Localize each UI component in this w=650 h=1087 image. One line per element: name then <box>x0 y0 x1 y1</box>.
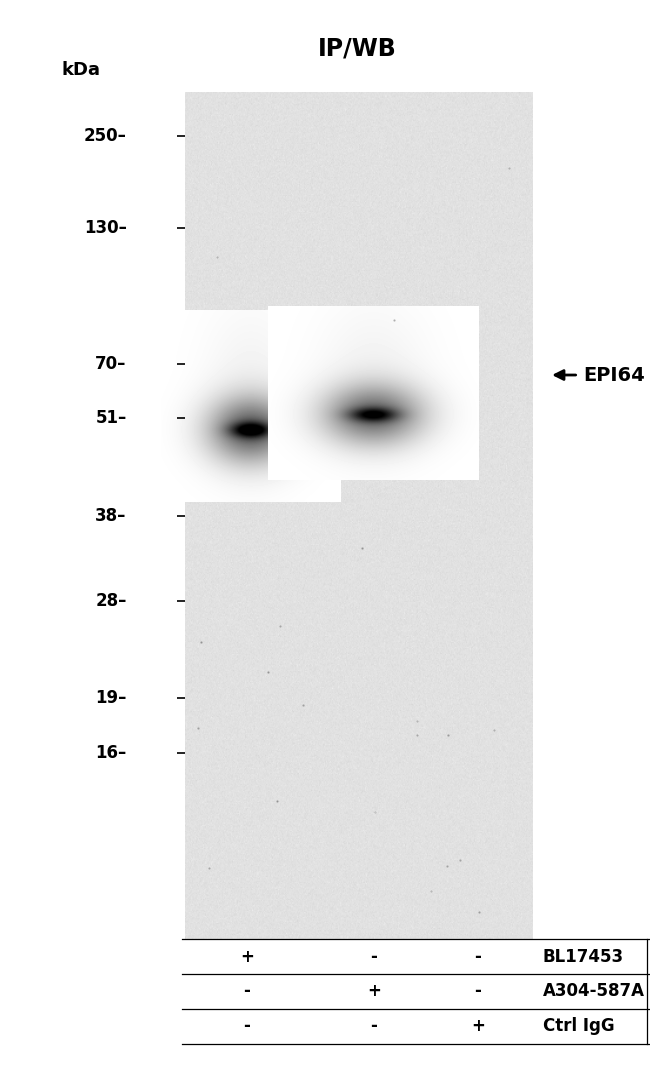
Text: EPI64: EPI64 <box>584 365 645 385</box>
Text: -: - <box>474 983 481 1000</box>
Text: +: + <box>240 948 254 965</box>
Text: 28–: 28– <box>96 592 127 610</box>
Text: 51–: 51– <box>96 410 127 427</box>
Text: Ctrl IgG: Ctrl IgG <box>543 1017 614 1035</box>
Text: 130–: 130– <box>84 220 127 237</box>
Text: BL17453: BL17453 <box>543 948 624 965</box>
Text: IP/WB: IP/WB <box>318 37 397 61</box>
Text: 38–: 38– <box>96 508 127 525</box>
Text: +: + <box>367 983 381 1000</box>
Text: 250–: 250– <box>84 127 127 145</box>
Text: -: - <box>244 1017 250 1035</box>
Text: A304-587A: A304-587A <box>543 983 645 1000</box>
Text: -: - <box>370 1017 377 1035</box>
Text: 19–: 19– <box>96 689 127 707</box>
Text: -: - <box>244 983 250 1000</box>
Text: 16–: 16– <box>96 745 127 762</box>
Text: -: - <box>370 948 377 965</box>
Text: -: - <box>474 948 481 965</box>
Text: +: + <box>471 1017 485 1035</box>
Text: 70–: 70– <box>96 355 127 373</box>
Text: kDa: kDa <box>62 61 101 79</box>
